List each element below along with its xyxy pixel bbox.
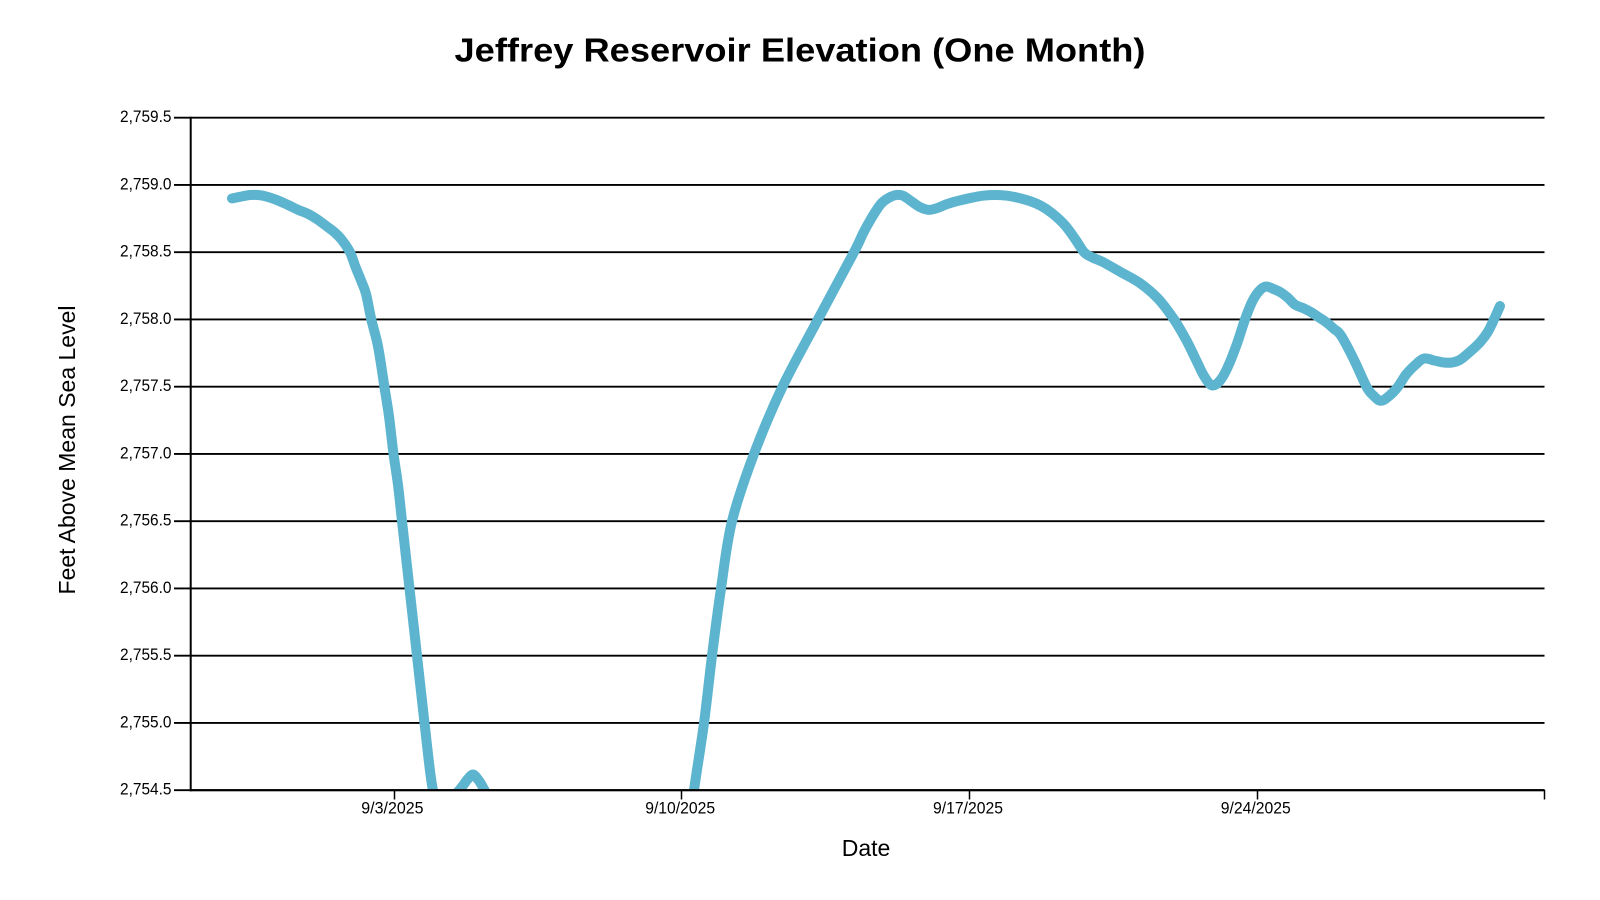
svg-text:2,755.0: 2,755.0 bbox=[120, 713, 172, 732]
svg-text:9/24/2025: 9/24/2025 bbox=[1221, 799, 1291, 818]
svg-text:2,759.5: 2,759.5 bbox=[120, 107, 172, 126]
svg-text:2,758.5: 2,758.5 bbox=[120, 242, 172, 261]
svg-text:2,757.0: 2,757.0 bbox=[120, 443, 172, 462]
svg-text:2,756.5: 2,756.5 bbox=[120, 511, 172, 530]
svg-text:2,759.0: 2,759.0 bbox=[120, 174, 172, 193]
svg-text:2,758.0: 2,758.0 bbox=[120, 309, 172, 328]
svg-text:Jeffrey Reservoir Elevation (O: Jeffrey Reservoir Elevation (One Month) bbox=[455, 32, 1146, 69]
svg-text:9/17/2025: 9/17/2025 bbox=[933, 799, 1003, 818]
svg-text:2,757.5: 2,757.5 bbox=[120, 376, 172, 395]
svg-text:2,755.5: 2,755.5 bbox=[120, 645, 172, 664]
svg-text:2,754.5: 2,754.5 bbox=[120, 780, 172, 799]
svg-text:2,756.0: 2,756.0 bbox=[120, 578, 172, 597]
svg-text:9/3/2025: 9/3/2025 bbox=[361, 799, 423, 818]
svg-text:Date: Date bbox=[842, 835, 891, 861]
svg-text:Feet Above Mean Sea Level: Feet Above Mean Sea Level bbox=[54, 306, 80, 595]
svg-text:9/10/2025: 9/10/2025 bbox=[645, 799, 715, 818]
